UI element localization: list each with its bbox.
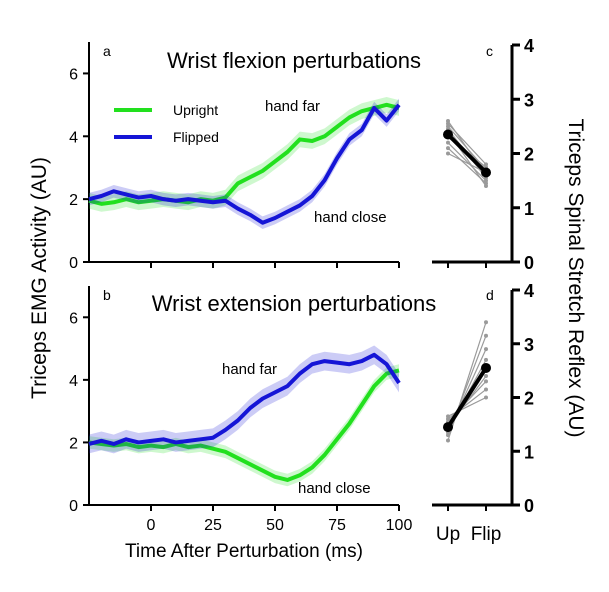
panel-c-y-tick-label: 4	[524, 36, 534, 56]
panel-d-y-tick-label: 1	[524, 442, 534, 462]
panel-c-subject-line	[447, 152, 487, 174]
panel-b-flipped-line	[88, 352, 401, 446]
panel-a-flipped-band	[89, 98, 399, 229]
panel-d-subject-point	[484, 320, 488, 325]
panel-b-extension-chart: b Wrist extension perturbations hand far…	[69, 286, 436, 534]
panel-d-mean-point	[443, 422, 453, 433]
panel-b-annotation-hand-close: hand close	[298, 480, 371, 497]
panel-d-letter: d	[486, 287, 494, 303]
panel-a-y-tick-label: 4	[69, 129, 78, 146]
panel-a-flipped-line	[88, 103, 401, 225]
panel-c-subject-point	[484, 184, 488, 189]
category-label-flip: Flip	[471, 524, 502, 545]
panel-b-annotation-hand-far: hand far	[222, 361, 277, 378]
panel-c-subject-point	[446, 146, 450, 151]
panel-a-title: Wrist flexion perturbations	[167, 48, 421, 73]
panel-d-stretch-reflex-extension: d 0 1 2 3 4 Up Flip	[432, 281, 534, 545]
shared-y-label: Triceps EMG Activity (AU)	[28, 157, 51, 399]
panel-b-x-tick-label: 75	[328, 517, 346, 534]
panel-b-x-tick-label: 25	[204, 517, 222, 534]
panel-a-y-tick-label: 6	[69, 66, 78, 83]
panel-d-subject-point	[484, 374, 488, 378]
panel-c-mean-point	[443, 129, 453, 140]
panel-c-subject-line	[447, 142, 487, 182]
panel-c-subject-point	[446, 151, 450, 156]
panel-d-mean-point	[481, 362, 491, 373]
shared-x-label: Time After Perturbation (ms)	[125, 541, 363, 562]
panel-d-y-tick-label: 4	[524, 281, 534, 301]
panel-b-letter: b	[103, 287, 111, 303]
panel-c-y-tick-label: 2	[524, 145, 534, 165]
panel-c-stretch-reflex-flexion: c 0 1 2 3 4	[432, 36, 534, 273]
panel-a-annotation-hand-close: hand close	[314, 209, 387, 226]
right-y-label: Triceps Spinal Stretch Reflex (AU)	[564, 119, 587, 438]
panel-a-annotation-hand-far: hand far	[265, 98, 320, 115]
panel-a-flexion-chart: a Wrist flexion perturbations Upright Fl…	[69, 42, 421, 272]
panel-b-title: Wrist extension perturbations	[152, 291, 437, 316]
panel-b-y-tick-label: 2	[69, 435, 78, 452]
panel-b-x-tick-label: 100	[386, 517, 413, 534]
panel-c-y-tick-label: 0	[524, 253, 534, 273]
panel-a-y-tick-label: 2	[69, 192, 78, 209]
panel-d-subject-point	[484, 347, 488, 352]
panel-c-mean-point	[481, 167, 491, 178]
panel-a-y-tick-label: 0	[69, 255, 78, 272]
panel-d-y-tick-label: 2	[524, 389, 534, 409]
panel-c-subject-point	[446, 121, 450, 126]
panel-c-subject-point	[446, 140, 450, 145]
panel-b-x-tick-label: 0	[147, 517, 156, 534]
panel-d-subject-line	[447, 396, 487, 417]
panel-d-mean-line	[446, 366, 488, 429]
legend-upright-label: Upright	[173, 102, 218, 118]
panel-b-y-tick-label: 0	[69, 498, 78, 515]
panel-d-subject-point	[484, 379, 488, 384]
panel-a-letter: a	[103, 43, 111, 59]
legend-flipped-label: Flipped	[173, 129, 219, 145]
panel-d-subject-point	[484, 395, 488, 400]
panel-c-mean-line	[446, 133, 488, 174]
panel-a-upright-line	[88, 102, 400, 206]
panel-c-subject-line	[447, 123, 487, 165]
panel-d-subject-point	[484, 357, 488, 362]
panel-b-upright-band	[89, 364, 399, 487]
panel-d-subject-line	[447, 322, 487, 441]
panel-d-subject-point	[484, 333, 488, 338]
panel-b-y-tick-label: 6	[69, 310, 78, 327]
category-label-up: Up	[436, 524, 460, 545]
panel-b-y-tick-label: 4	[69, 373, 78, 390]
panel-c-y-tick-label: 3	[524, 90, 534, 110]
panel-c-letter: c	[486, 43, 493, 59]
panel-c-subject-point	[484, 162, 488, 167]
panel-d-y-tick-label: 0	[524, 496, 534, 516]
panel-d-subject-point	[484, 387, 488, 392]
panel-d-subject-point	[446, 414, 450, 419]
legend: Upright Flipped	[114, 102, 219, 145]
panel-c-y-tick-label: 1	[524, 199, 534, 219]
panel-d-y-tick-label: 3	[524, 335, 534, 355]
panel-b-upright-line	[88, 368, 400, 482]
panel-b-x-tick-label: 50	[266, 517, 284, 534]
panel-d-subject-point	[446, 438, 450, 443]
